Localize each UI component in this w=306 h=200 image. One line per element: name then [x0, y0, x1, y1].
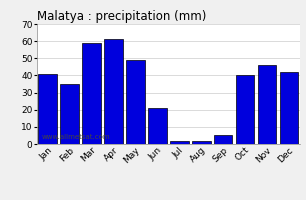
- Bar: [38, 74, 57, 144]
- Bar: [126, 60, 145, 144]
- Bar: [60, 84, 79, 144]
- Bar: [82, 43, 101, 144]
- Bar: [258, 65, 276, 144]
- Text: Malatya : precipitation (mm): Malatya : precipitation (mm): [37, 10, 206, 23]
- Bar: [280, 72, 298, 144]
- Bar: [236, 75, 254, 144]
- Bar: [170, 141, 188, 144]
- Bar: [192, 141, 211, 144]
- Bar: [104, 39, 123, 144]
- Bar: [148, 108, 167, 144]
- Text: www.allmetsat.com: www.allmetsat.com: [42, 134, 110, 140]
- Bar: [214, 135, 233, 144]
